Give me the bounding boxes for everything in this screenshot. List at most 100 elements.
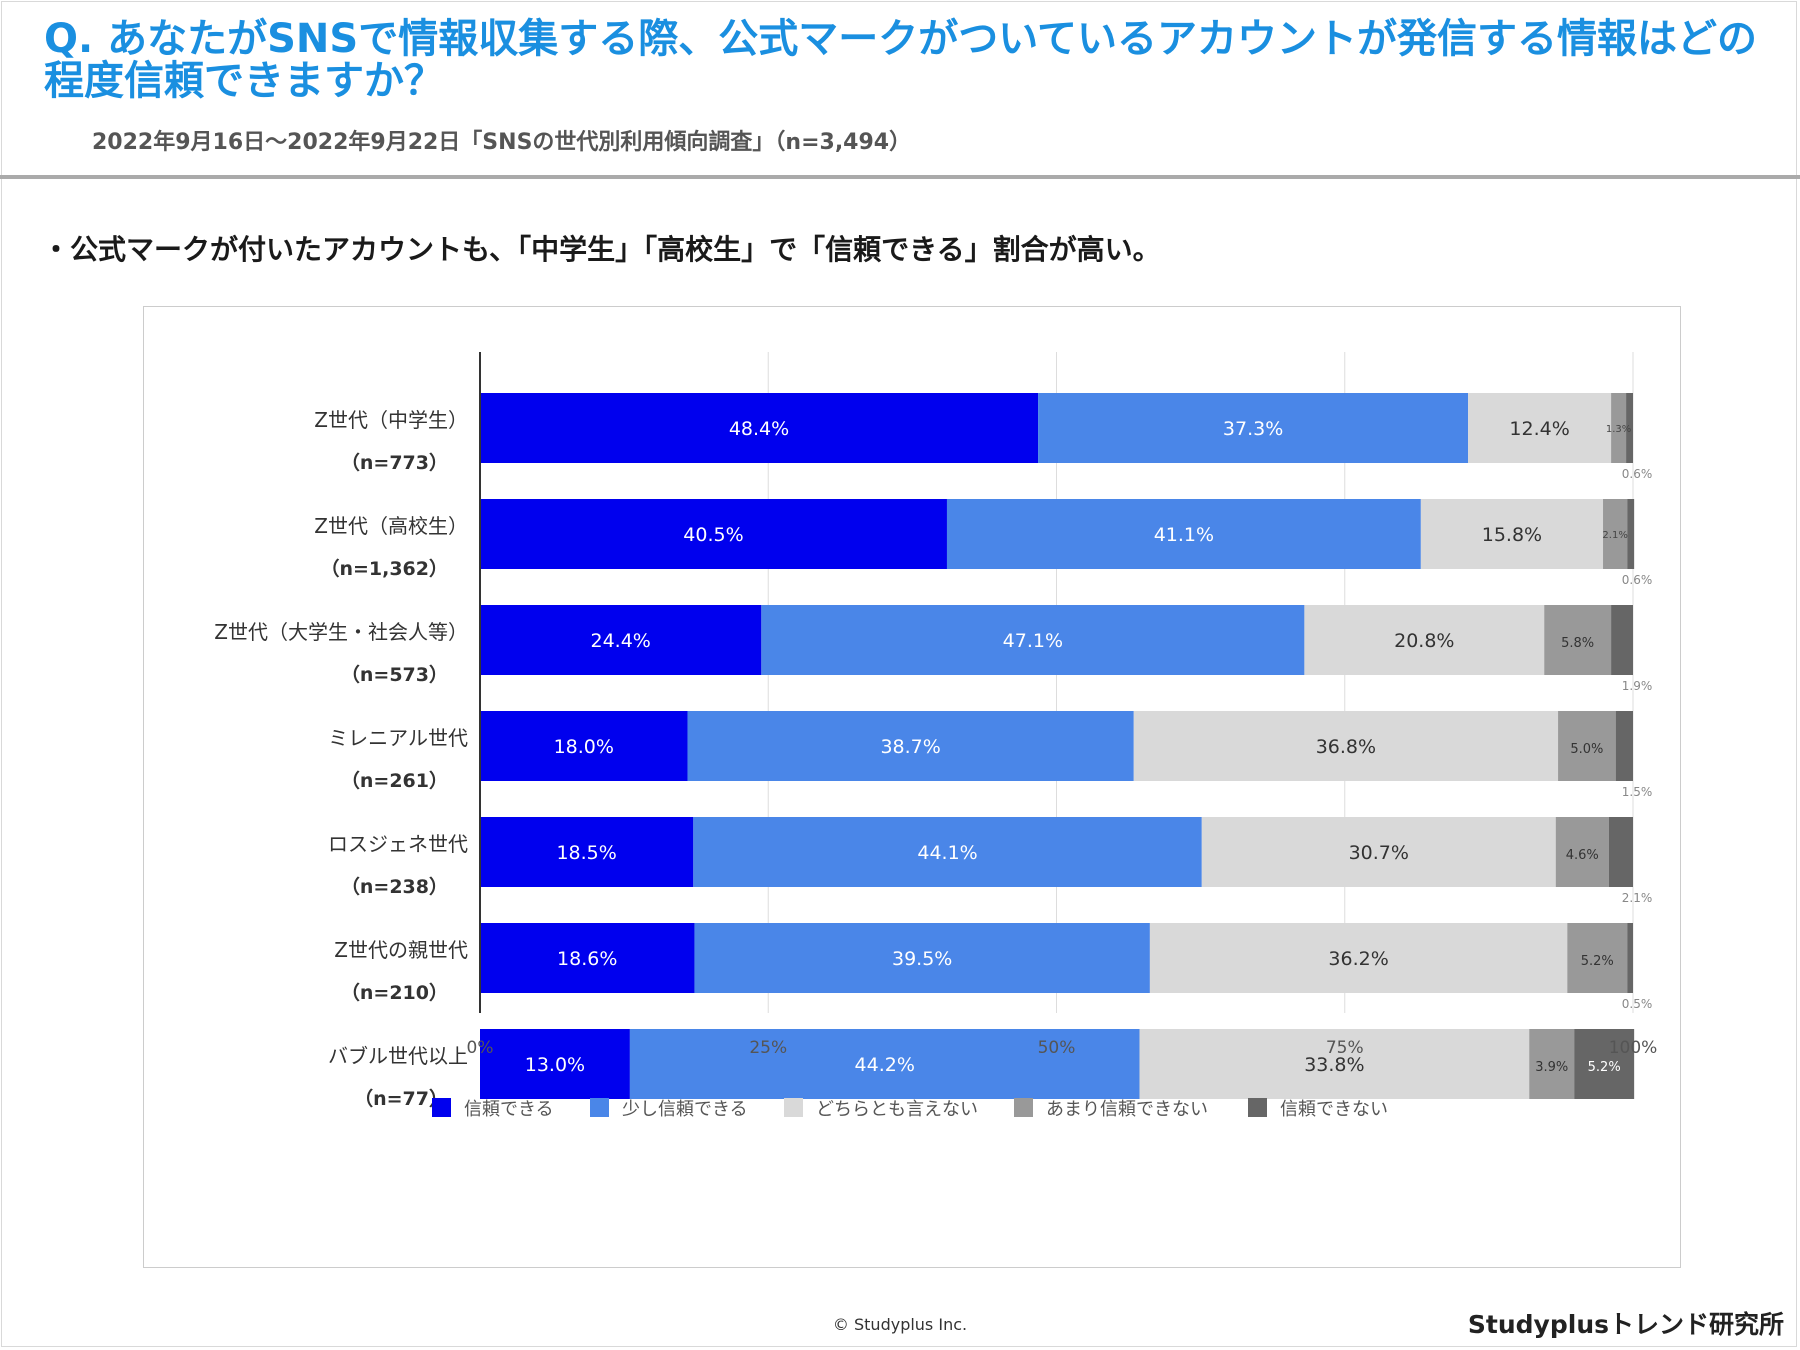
data-label: 36.2% [1328, 948, 1388, 970]
bar-segment [1627, 923, 1633, 993]
x-tick-label: 25% [749, 1038, 787, 1058]
header-divider [0, 175, 1800, 179]
data-label: 48.4% [729, 418, 789, 440]
bar-segment [629, 1029, 1140, 1099]
bar-segment [1608, 817, 1633, 887]
x-tick-label: 50% [1038, 1038, 1076, 1058]
bar-segment [1611, 605, 1633, 675]
chart-container: 48.4% 37.3% 12.4% 1.3% 0.6% Z世代（中学生） （n=773） 40… [143, 306, 1681, 1268]
bar-segment [1544, 605, 1612, 675]
legend-swatch [1014, 1098, 1033, 1117]
copyright: © Studyplus Inc. [832, 1315, 968, 1334]
bar-segment [1567, 923, 1628, 993]
bar-segment [1149, 923, 1568, 993]
bar-segment [1304, 605, 1545, 675]
bar-segment [1038, 393, 1469, 463]
legend-label: あまり信頼できない [1046, 1099, 1208, 1120]
data-label: 18.6% [557, 948, 617, 970]
question-title: Q. あなたがSNSで情報収集する際、公式マークがついているアカウントが発信する… [44, 16, 1758, 104]
data-label: 2.1% [1602, 530, 1627, 541]
bar-segment [480, 499, 947, 569]
key-finding: ・公式マークが付いたアカウントも、「中学生」「高校生」で「信頼できる」割合が高い… [42, 233, 1161, 266]
bar-segment [946, 499, 1421, 569]
data-label: 36.8% [1316, 736, 1376, 758]
data-label: 1.9% [1622, 679, 1653, 693]
survey-info: 2022年9月16日～2022年9月22日「SNSの世代別利用傾向調査」（n=3… [92, 130, 912, 155]
data-label: 40.5% [683, 524, 743, 546]
bar-segment [1529, 1029, 1575, 1099]
data-label: 3.9% [1535, 1060, 1568, 1075]
data-label: 5.8% [1561, 636, 1594, 651]
category-label: Z世代（大学生・社会人等） [214, 620, 468, 644]
sample-size-label: （n=77） [354, 1087, 448, 1110]
sample-size-label: （n=210） [341, 981, 448, 1004]
bar-segment [1615, 711, 1633, 781]
data-label: 44.2% [855, 1054, 915, 1076]
data-label: 44.1% [917, 842, 977, 864]
bar-segment [480, 923, 695, 993]
data-label: 39.5% [892, 948, 952, 970]
category-label: Z世代（中学生） [314, 408, 468, 432]
x-tick-label: 100% [1609, 1038, 1658, 1058]
bar-segment [1627, 499, 1635, 569]
data-label: 4.6% [1566, 848, 1599, 863]
bar-segment [1611, 393, 1627, 463]
data-label: 0.6% [1622, 573, 1653, 587]
category-label: Z世代の親世代 [334, 938, 468, 962]
legend-swatch [784, 1098, 803, 1117]
bar-segment [1626, 393, 1633, 463]
data-label: 37.3% [1223, 418, 1283, 440]
legend-label: どちらとも言えない [816, 1099, 978, 1120]
sample-size-label: （n=238） [341, 875, 448, 898]
legend-swatch [432, 1098, 451, 1117]
category-label: Z世代（高校生） [314, 514, 468, 538]
legend-swatch [1248, 1098, 1267, 1117]
data-label: 15.8% [1482, 524, 1542, 546]
bar-segment [1201, 817, 1556, 887]
category-label: ロスジェネ世代 [328, 832, 468, 856]
data-label: 24.4% [590, 630, 650, 652]
x-tick-label: 0% [467, 1038, 494, 1058]
data-label: 18.5% [556, 842, 616, 864]
data-label: 30.7% [1349, 842, 1409, 864]
bar-segment [1468, 393, 1612, 463]
data-label: 12.4% [1509, 418, 1569, 440]
bar-segment [1555, 817, 1609, 887]
bar-segment [761, 605, 1305, 675]
data-label: 20.8% [1394, 630, 1454, 652]
bar-segment [1574, 1029, 1635, 1099]
bar-segment [1139, 1029, 1530, 1099]
data-label: 1.5% [1622, 785, 1653, 799]
bar-segment [687, 711, 1134, 781]
sample-size-label: （n=1,362） [320, 557, 448, 580]
brand-logo-text: Studyplusトレンド研究所 [1467, 1310, 1784, 1339]
data-label: 5.0% [1570, 742, 1603, 757]
bar-segment [480, 711, 688, 781]
data-label: 0.6% [1622, 467, 1653, 481]
bar-segment [480, 393, 1039, 463]
stacked-bar-chart: 48.4% 37.3% 12.4% 1.3% 0.6% Z世代（中学生） （n=773） 40… [214, 352, 1658, 1120]
data-label: 0.5% [1622, 997, 1653, 1011]
bar-segment [694, 923, 1150, 993]
bar-segment [480, 817, 694, 887]
bar-segment [1558, 711, 1616, 781]
data-label: 5.2% [1588, 1060, 1621, 1075]
data-label: 2.1% [1622, 891, 1653, 905]
category-label: ミレニアル世代 [328, 726, 468, 750]
bar-segment [480, 1029, 630, 1099]
legend-label: 信頼できる [464, 1099, 554, 1120]
bar-segment [1603, 499, 1628, 569]
x-tick-label: 75% [1326, 1038, 1364, 1058]
bar-segment [1420, 499, 1604, 569]
data-label: 1.3% [1606, 424, 1631, 435]
data-label: 5.2% [1581, 954, 1614, 969]
sample-size-label: （n=773） [341, 451, 448, 474]
bar-segment [480, 605, 762, 675]
data-label: 41.1% [1154, 524, 1214, 546]
data-label: 38.7% [880, 736, 940, 758]
data-label: 18.0% [554, 736, 614, 758]
data-label: 13.0% [525, 1054, 585, 1076]
data-label: 47.1% [1003, 630, 1063, 652]
legend-swatch [590, 1098, 609, 1117]
